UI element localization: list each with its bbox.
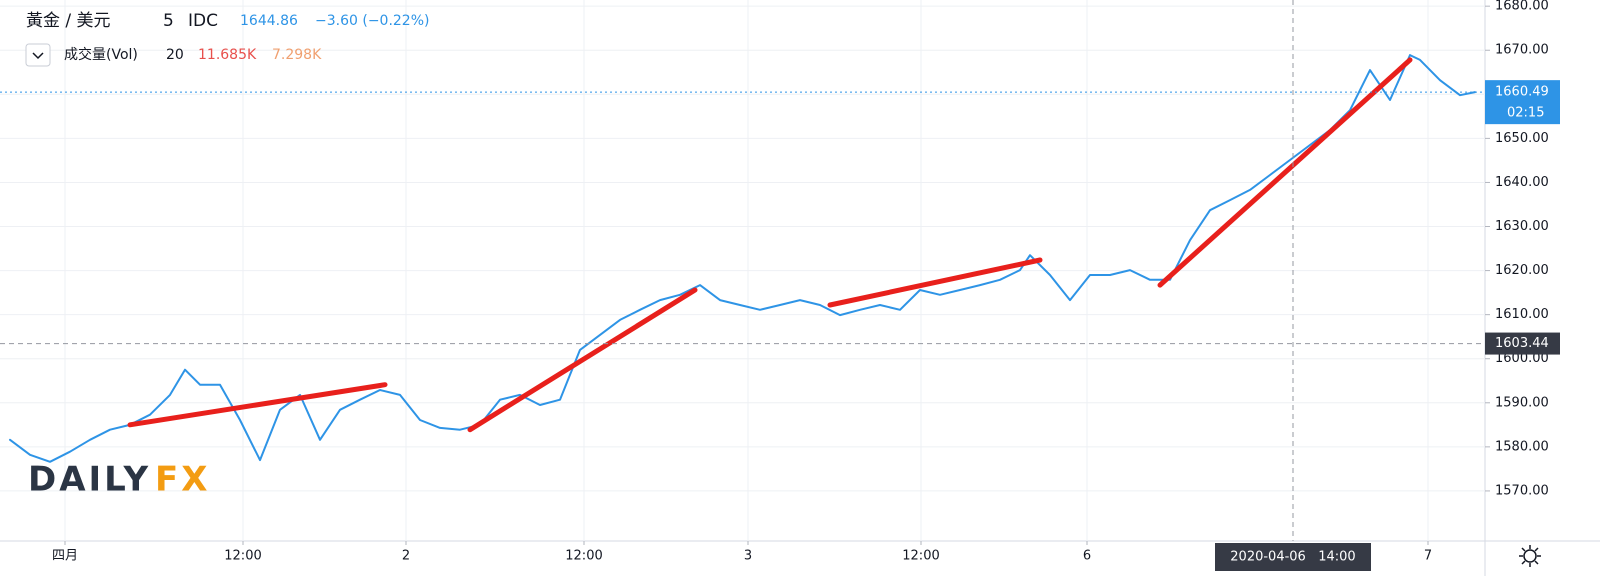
trend-line [467, 287, 698, 433]
y-tick-label: 1570.00 [1495, 483, 1549, 498]
change: −3.60 (−0.22%) [315, 13, 429, 29]
chevron-icon [32, 52, 44, 60]
x-tick-label: 12:00 [902, 549, 939, 564]
crosshair-time-box [1215, 543, 1371, 571]
x-tick-label: 2 [402, 549, 410, 564]
y-tick-label: 1600.00 [1495, 351, 1549, 366]
y-tick-label: 1640.00 [1495, 175, 1549, 190]
trend-line [127, 382, 388, 428]
crosshair-time-label: 2020-04-06 14:00 [1230, 550, 1355, 565]
y-tick-label: 1650.00 [1495, 131, 1549, 146]
x-tick-label: 7 [1424, 549, 1432, 564]
x-tick-label: 12:00 [224, 549, 261, 564]
gear [1523, 549, 1537, 563]
overlay: 1660.49 02:15 1603.44 2020-04-06 14:00 [0, 0, 1560, 571]
source: IDC [188, 11, 218, 31]
last-price-box [1485, 80, 1560, 125]
volume-label: 成交量(Vol) [64, 46, 138, 63]
logo-daily: DAILY [28, 460, 151, 500]
price: 1644.86 [240, 13, 298, 29]
crosshair-price-label: 1603.44 [1495, 336, 1549, 351]
volume-length: 20 [166, 47, 184, 63]
collapse-button[interactable] [25, 43, 51, 67]
last-price-label: 1660.49 [1495, 85, 1549, 100]
x-tick-label: 6 [1083, 549, 1091, 564]
y-tick-label: 1680.00 [1495, 0, 1549, 14]
y-tick-label: 1630.00 [1495, 219, 1549, 234]
price-line [9, 54, 1476, 463]
y-tick-label: 1620.00 [1495, 263, 1549, 278]
volume-value: 11.685K [198, 47, 257, 63]
x-tick-label: 12:00 [565, 549, 602, 564]
volume-average: 7.298K [272, 47, 322, 63]
y-tick-label: 1610.00 [1495, 307, 1549, 322]
x-tick-label: 四月 [52, 549, 78, 564]
logo-fx: FX [155, 460, 210, 500]
symbol-title: 黃金 / 美元 [26, 11, 111, 31]
y-tick-label: 1670.00 [1495, 43, 1549, 58]
marks [9, 54, 1476, 463]
interval: 5 [163, 11, 174, 31]
trend-line [827, 257, 1043, 308]
trend-line [1157, 57, 1413, 288]
gear-teeth [1519, 545, 1541, 567]
settings-icon[interactable] [1519, 545, 1541, 567]
crosshair-price-box [1485, 332, 1560, 355]
countdown: 02:15 [1507, 106, 1544, 121]
y-tick-label: 1580.00 [1495, 439, 1549, 454]
x-tick-label: 3 [744, 549, 752, 564]
y-tick-label: 1590.00 [1495, 395, 1549, 410]
